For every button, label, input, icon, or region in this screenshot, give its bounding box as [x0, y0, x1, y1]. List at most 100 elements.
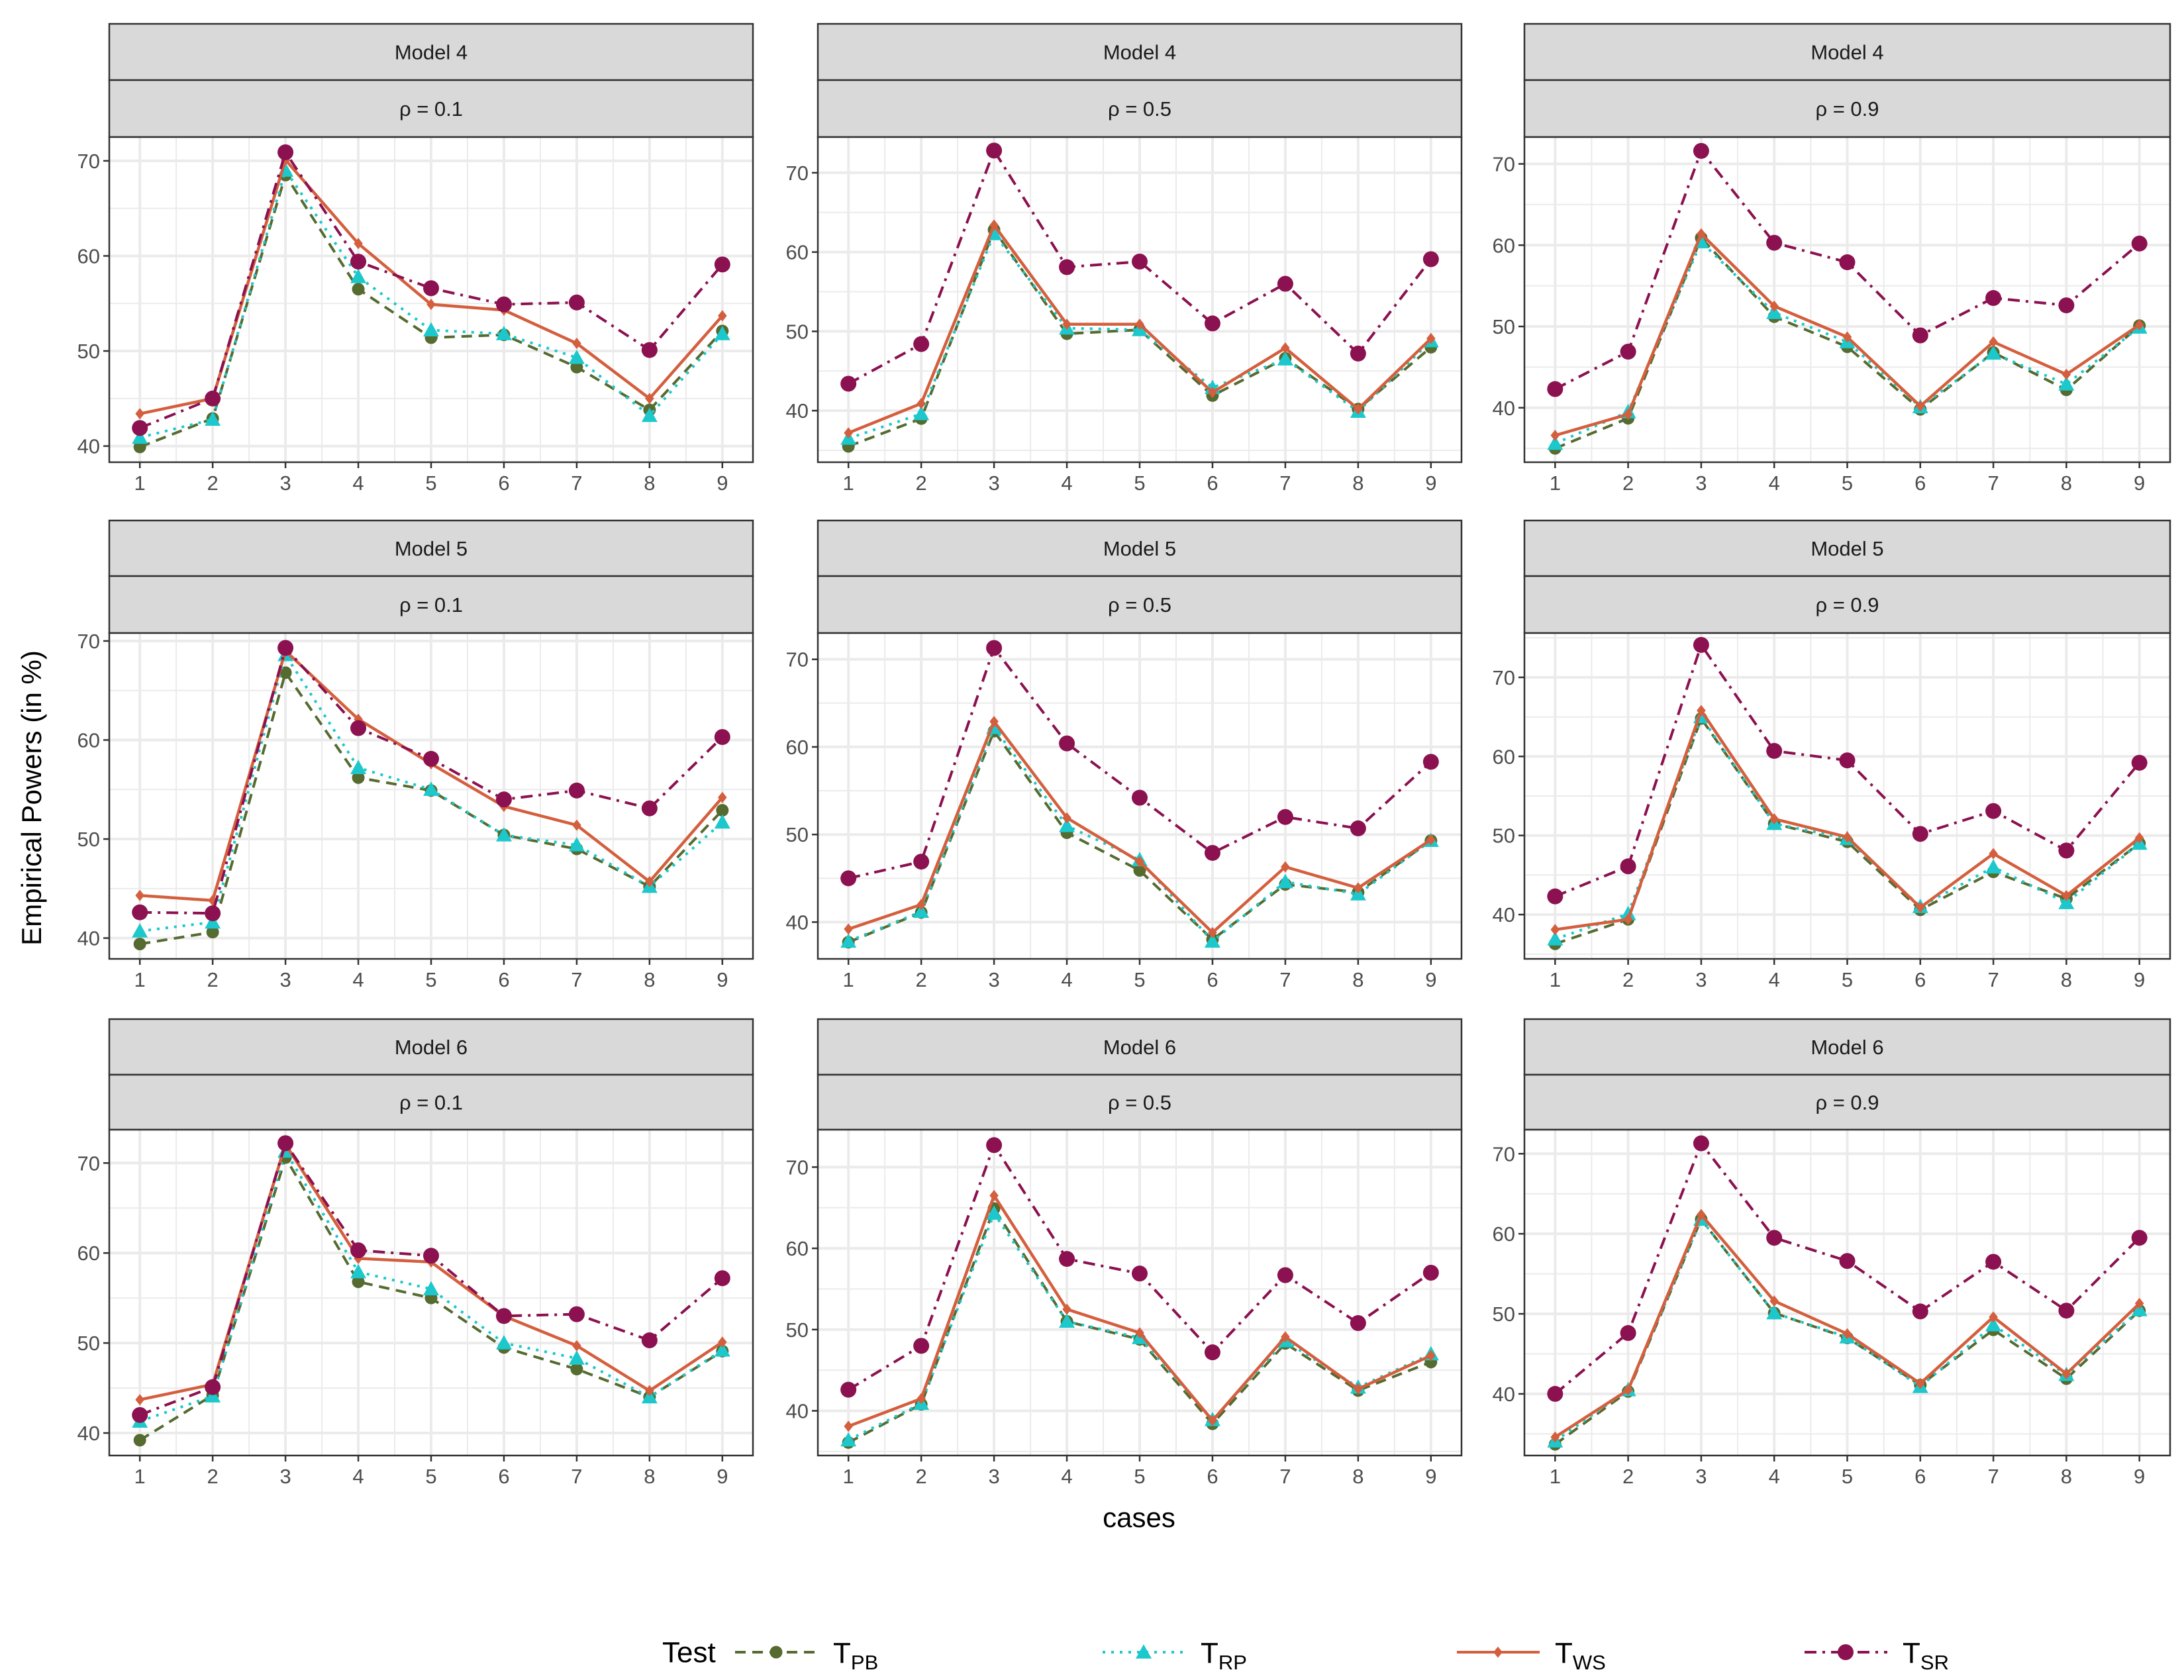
marker-SR [1277, 1267, 1293, 1283]
marker-PB [133, 1434, 146, 1447]
series-SR [132, 144, 730, 436]
marker-WS [2061, 889, 2071, 901]
marker-SR [1277, 809, 1293, 825]
marker-SR [1547, 381, 1564, 397]
marker-WS [1842, 331, 1852, 343]
x-tick-label: 5 [1842, 968, 1853, 991]
marker-RP [350, 1263, 367, 1279]
y-tick-label: 40 [77, 1422, 100, 1445]
strip-model-label: Model 4 [1103, 41, 1176, 64]
marker-WS [1550, 924, 1560, 936]
marker-WS [1550, 1431, 1560, 1443]
panel-border [108, 632, 754, 960]
series-WS [844, 716, 1436, 938]
x-tick-label: 5 [425, 1465, 436, 1488]
marker-SR [2058, 297, 2075, 314]
marker-WS [1550, 429, 1560, 441]
series-SR [840, 640, 1439, 887]
legend-label: TSR [1903, 1637, 1949, 1674]
marker-WS [354, 238, 363, 250]
x-tick-label: 2 [207, 968, 219, 991]
y-tick-label: 40 [1493, 1383, 1515, 1406]
x-tick-label: 6 [1914, 1465, 1926, 1488]
marker-RP [714, 326, 730, 340]
marker-SR [1693, 636, 1709, 653]
series-SR [132, 640, 730, 922]
x-tick-label: 3 [279, 968, 291, 991]
legend-label-subscript: SR [1920, 1651, 1949, 1674]
panel-border [1523, 632, 2171, 960]
x-tick-label: 4 [1061, 1465, 1072, 1488]
marker-SR [2131, 754, 2148, 771]
x-tick-label: 4 [1769, 471, 1780, 495]
strip-model [817, 519, 1463, 577]
x-tick-label: 7 [1987, 471, 1999, 495]
marker-WS [1426, 1350, 1436, 1361]
marker-SR [913, 1338, 930, 1354]
marker-SR [913, 336, 930, 352]
marker-WS [1281, 861, 1290, 873]
marker-SR [913, 854, 930, 870]
marker-SR [1620, 1325, 1636, 1342]
x-tick-label: 7 [1279, 968, 1291, 991]
panel: Model 6 ρ = 0.5 40 50 60 70 1 2 3 4 5 6 7 8 9 [786, 1018, 1463, 1488]
x-tick-label: 8 [1352, 471, 1364, 495]
marker-SR [568, 294, 585, 311]
panel: Model 4 ρ = 0.9 40 50 60 70 1 2 3 4 5 6 7 8 9 [1493, 23, 2171, 495]
x-tick-label: 6 [498, 471, 509, 495]
y-tick-label: 70 [786, 162, 809, 185]
legend-label-base: T [1903, 1637, 1920, 1669]
marker-WS [917, 899, 926, 911]
x-tick-label: 4 [1061, 471, 1072, 495]
panel: Model 6 ρ = 0.1 40 50 60 70 1 2 3 4 5 6 7 8 9 [77, 1018, 754, 1488]
panel: Model 4 ρ = 0.5 40 50 60 70 1 2 3 4 5 6 7 8 9 [786, 23, 1463, 495]
x-tick-label: 3 [988, 471, 999, 495]
marker-WS [1208, 1414, 1217, 1426]
y-tick-label: 60 [786, 1237, 809, 1260]
marker-RP [1766, 1305, 1783, 1320]
marker-RP [1547, 435, 1564, 450]
x-tick-label: 8 [644, 968, 655, 991]
panel-border [817, 632, 1463, 960]
strip-rho [108, 79, 754, 138]
y-tick-label: 50 [77, 340, 100, 363]
marker-SR [840, 375, 857, 392]
x-tick-label: 3 [279, 471, 291, 495]
marker-RP [1985, 345, 2002, 360]
marker-SR [277, 144, 294, 160]
x-tick-label: 7 [1987, 968, 1999, 991]
y-tick-label: 50 [786, 823, 809, 846]
marker-SR [423, 750, 439, 767]
y-tick-label: 70 [786, 648, 809, 671]
y-tick-label: 50 [1493, 824, 1515, 848]
series-line-RP [139, 1148, 723, 1423]
x-tick-label: 5 [1842, 1465, 1853, 1488]
x-tick-label: 3 [1695, 1465, 1707, 1488]
legend: Test TPB TRP TWS TSR [662, 1636, 1949, 1674]
marker-PB [352, 283, 365, 296]
marker-WS [572, 1340, 581, 1352]
y-tick-label: 70 [77, 150, 100, 173]
x-tick-label: 5 [1134, 968, 1145, 991]
x-tick-label: 2 [1622, 471, 1634, 495]
marker-SR [1547, 1385, 1564, 1402]
marker-RP [495, 326, 512, 340]
marker-SR [1132, 254, 1148, 270]
x-tick-label: 8 [2061, 471, 2072, 495]
marker-WS [1493, 1646, 1503, 1658]
x-tick-label: 2 [207, 1465, 219, 1488]
y-tick-label: 40 [77, 435, 100, 458]
panel: Model 6 ρ = 0.9 40 50 60 70 1 2 3 4 5 6 7 8 9 [1493, 1018, 2171, 1488]
marker-WS [208, 895, 217, 907]
x-tick-label: 4 [352, 968, 364, 991]
marker-WS [1208, 387, 1217, 399]
marker-SR [277, 640, 294, 656]
marker-PB [570, 360, 583, 373]
marker-SR [1839, 752, 1856, 769]
marker-RP [1766, 305, 1783, 319]
marker-SR [1839, 1253, 1856, 1269]
x-tick-label: 9 [717, 1465, 728, 1488]
marker-SR [840, 870, 857, 887]
y-tick-label: 70 [1493, 1142, 1515, 1165]
marker-SR [1766, 234, 1783, 251]
